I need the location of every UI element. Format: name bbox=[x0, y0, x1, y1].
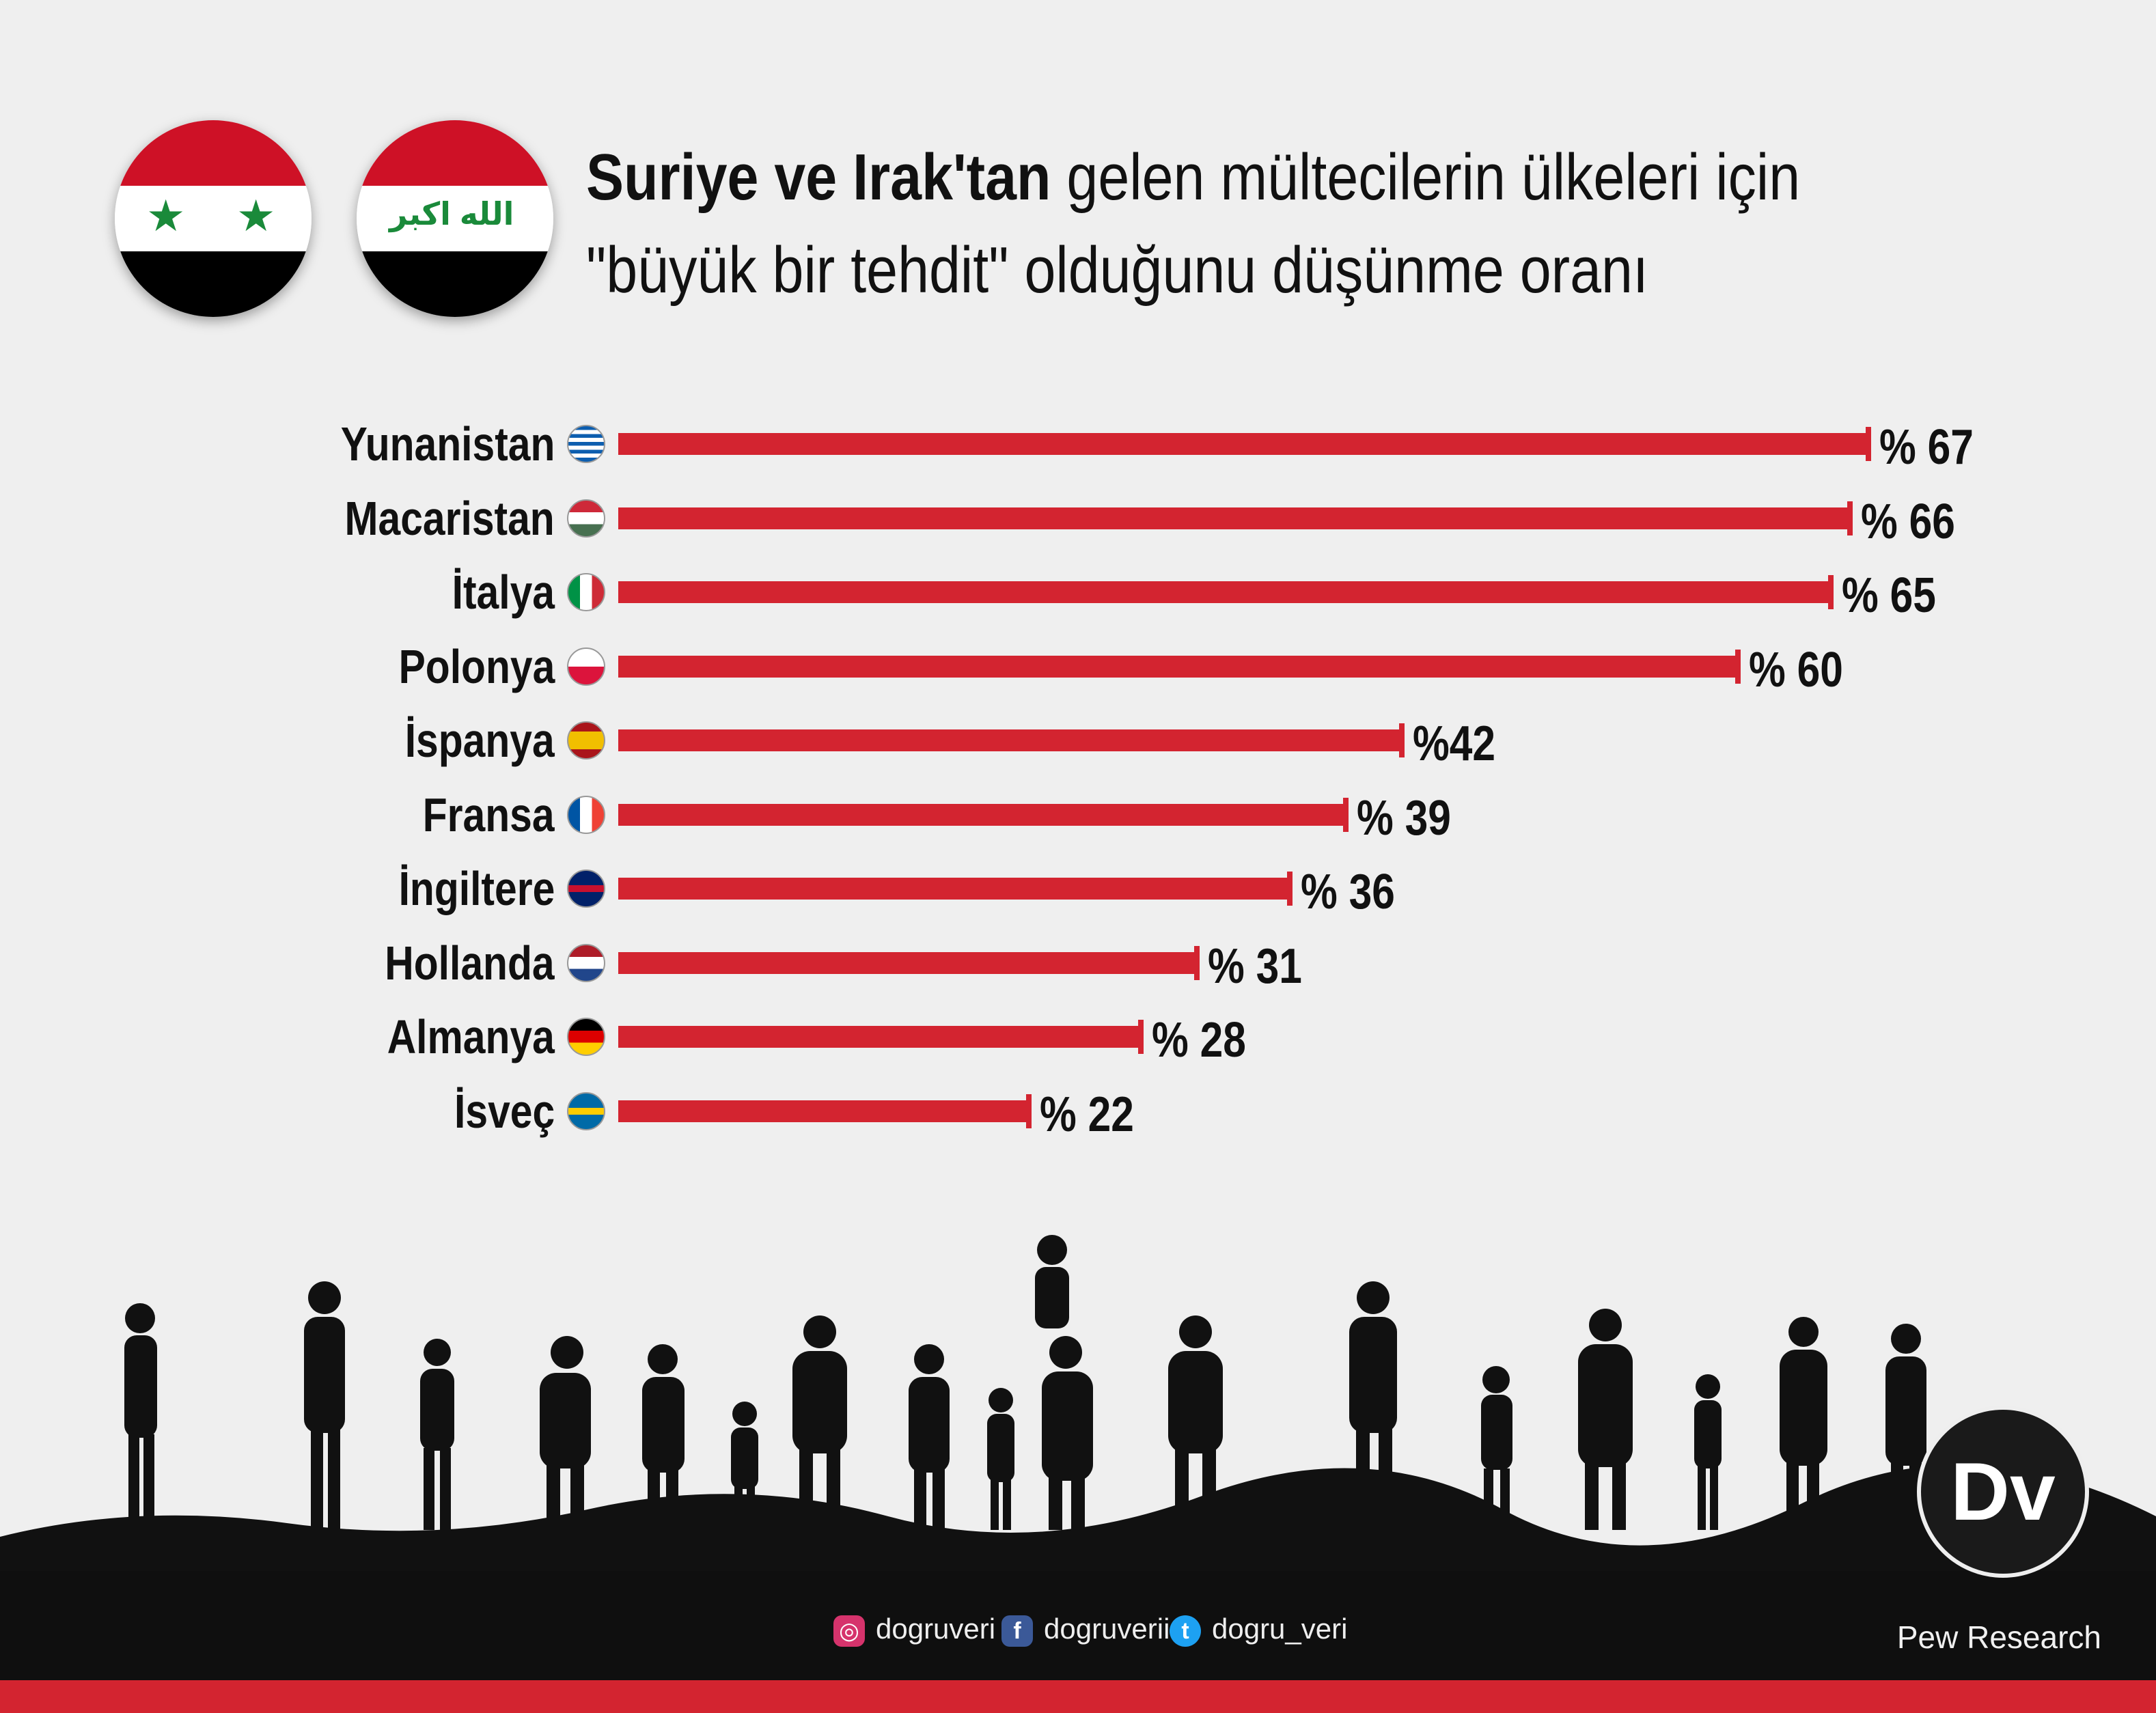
spain-flag-icon bbox=[567, 721, 605, 760]
bar bbox=[618, 1026, 1141, 1048]
bar bbox=[618, 655, 1738, 678]
takbir-script: الله اكبر bbox=[389, 196, 514, 232]
twitter-handle: dogru_veri bbox=[1212, 1613, 1348, 1645]
bar-end-cap bbox=[1399, 723, 1405, 757]
bar-end-cap bbox=[1828, 575, 1834, 609]
refugee-silhouettes bbox=[0, 1235, 2156, 1598]
netherlands-flag-icon bbox=[567, 943, 605, 982]
footer-accent-line bbox=[0, 1680, 2156, 1713]
category-label: Polonya bbox=[398, 639, 555, 693]
facebook-icon: f bbox=[1001, 1615, 1033, 1647]
person-silhouette bbox=[124, 1235, 1926, 1530]
footer-band bbox=[0, 1571, 2156, 1680]
bar-end-cap bbox=[1866, 427, 1871, 461]
italy-flag-icon bbox=[567, 573, 605, 611]
value-label: % 39 bbox=[1357, 790, 1452, 846]
category-label: Macaristan bbox=[344, 491, 555, 545]
bar bbox=[618, 581, 1832, 603]
bar bbox=[618, 1100, 1029, 1122]
category-label: Fransa bbox=[423, 788, 555, 841]
value-label: % 31 bbox=[1207, 938, 1302, 994]
syria-flag-icon: ★ ★ bbox=[115, 120, 312, 317]
title-line2: "büyük bir tehdit" olduğunu düşünme oran… bbox=[586, 234, 1648, 307]
value-label: % 28 bbox=[1151, 1013, 1246, 1068]
category-label: İsveç bbox=[454, 1084, 555, 1138]
bar-end-cap bbox=[1847, 501, 1853, 535]
star-icon: ★ bbox=[146, 191, 186, 240]
instagram-icon: ◎ bbox=[833, 1615, 865, 1647]
instagram-link[interactable]: ◎ dogruveri bbox=[833, 1608, 995, 1649]
bar-end-cap bbox=[1287, 872, 1293, 906]
facebook-link[interactable]: f dogruverii bbox=[1001, 1608, 1170, 1649]
value-label: %42 bbox=[1413, 716, 1496, 771]
greece-flag-icon bbox=[567, 425, 605, 463]
value-label: % 36 bbox=[1301, 865, 1396, 919]
twitter-icon: t bbox=[1170, 1615, 1201, 1647]
bar bbox=[618, 729, 1402, 751]
bar bbox=[618, 433, 1868, 455]
germany-flag-icon bbox=[567, 1018, 605, 1056]
sweden-flag-icon bbox=[567, 1091, 605, 1130]
bar-end-cap bbox=[1137, 1020, 1144, 1054]
poland-flag-icon bbox=[567, 647, 605, 686]
value-label: % 22 bbox=[1039, 1087, 1134, 1142]
bar bbox=[618, 951, 1197, 974]
title-bold: Suriye ve Irak'tan bbox=[586, 141, 1051, 214]
title-rest: gelen mültecilerin ülkeleri için bbox=[1066, 141, 1801, 214]
dv-logo: Dv bbox=[1917, 1406, 2089, 1578]
instagram-handle: dogruveri bbox=[876, 1613, 996, 1645]
bar-end-cap bbox=[1193, 945, 1200, 980]
bar bbox=[618, 878, 1290, 900]
category-label: İspanya bbox=[405, 714, 555, 767]
category-label: Almanya bbox=[387, 1010, 555, 1063]
bar-end-cap bbox=[1025, 1094, 1032, 1128]
page-title: Suriye ve Irak'tan gelen mültecilerin ül… bbox=[586, 131, 1902, 317]
category-label: İtalya bbox=[452, 566, 555, 619]
value-label: % 65 bbox=[1842, 568, 1937, 623]
bar bbox=[618, 803, 1346, 826]
bar-end-cap bbox=[1343, 797, 1349, 832]
uk-flag-icon bbox=[567, 869, 605, 908]
category-label: Hollanda bbox=[385, 936, 555, 990]
source-label: Pew Research bbox=[1896, 1619, 2101, 1655]
value-label: % 67 bbox=[1879, 420, 1974, 475]
iraq-flag-icon: الله اكبر bbox=[357, 120, 553, 317]
twitter-link[interactable]: t dogru_veri bbox=[1170, 1608, 1347, 1649]
france-flag-icon bbox=[567, 795, 605, 834]
facebook-handle: dogruverii bbox=[1044, 1613, 1170, 1645]
value-label: % 60 bbox=[1748, 642, 1843, 697]
bar bbox=[618, 507, 1850, 529]
category-label: Yunanistan bbox=[340, 417, 555, 471]
category-label: İngiltere bbox=[398, 862, 555, 915]
star-icon: ★ bbox=[236, 191, 276, 240]
value-label: % 66 bbox=[1860, 494, 1955, 549]
hungary-flag-icon bbox=[567, 499, 605, 538]
bar-end-cap bbox=[1735, 649, 1741, 684]
